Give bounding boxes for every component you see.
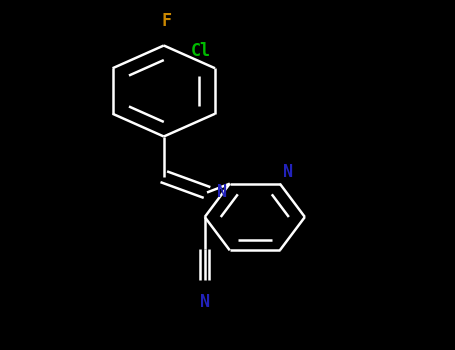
Text: N: N (217, 183, 227, 201)
Text: Cl: Cl (191, 42, 211, 60)
Text: N: N (200, 293, 210, 311)
Text: F: F (161, 12, 171, 30)
Text: N: N (283, 163, 293, 181)
